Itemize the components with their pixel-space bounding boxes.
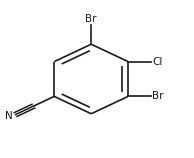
Text: Cl: Cl [152, 57, 163, 67]
Text: Br: Br [85, 14, 97, 24]
Text: N: N [4, 111, 12, 121]
Text: Br: Br [152, 91, 164, 101]
